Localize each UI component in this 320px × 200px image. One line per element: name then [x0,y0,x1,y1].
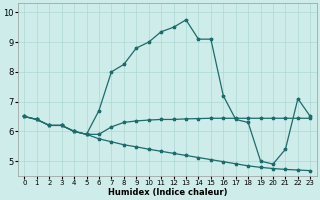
X-axis label: Humidex (Indice chaleur): Humidex (Indice chaleur) [108,188,227,197]
